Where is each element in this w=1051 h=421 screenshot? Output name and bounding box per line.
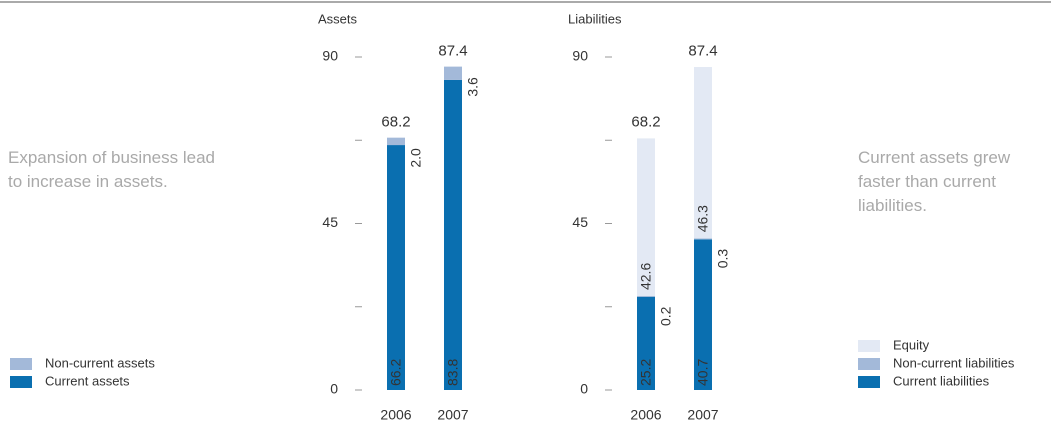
data-label: 0.3 [715,249,731,269]
y-tick-label: 90 [322,48,338,64]
bar-segment [694,66,712,239]
y-tick-label: 45 [572,214,588,230]
data-label: 0.2 [658,306,674,326]
x-tick-label: 2007 [687,407,718,421]
legend-swatch [10,358,32,370]
bar-segment [694,238,712,240]
legend-label: Current assets [45,373,130,388]
legend-label: Non-current liabilities [893,355,1015,370]
data-label: 42.6 [638,263,654,290]
legend-label: Non-current assets [45,355,155,370]
y-tick-label: 0 [580,381,588,397]
bar-segment [387,137,405,146]
annotation: Current assets grew faster than current … [858,148,1011,215]
y-tick-label: 90 [572,48,588,64]
data-label: 2.0 [408,148,424,168]
data-label: 40.7 [695,359,711,386]
bar-segment [637,296,655,297]
bar-segment [387,145,405,390]
data-label: 83.8 [445,359,461,386]
legend-swatch [858,376,880,388]
bar-segment [637,296,655,390]
data-label: 66.2 [388,359,404,386]
total-label: 68.2 [381,114,410,131]
chart-title: Liabilities [568,11,622,26]
bar-segment [444,79,462,390]
y-tick-label: 45 [322,214,338,230]
legend-label: Current liabilities [893,373,990,388]
total-label: 68.2 [631,114,660,131]
x-tick-label: 2007 [437,407,468,421]
y-tick-label: 0 [330,381,338,397]
data-label: 25.2 [638,359,654,386]
bar-segment [694,239,712,390]
legend-swatch [10,376,32,388]
bar-segment [444,66,462,80]
legend-label: Equity [893,337,930,352]
data-label: 46.3 [695,205,711,232]
legend-swatch [858,358,880,370]
total-label: 87.4 [438,43,467,60]
bar-segment [637,138,655,297]
annotation: Expansion of business lead to increase i… [8,148,215,191]
x-tick-label: 2006 [630,407,661,421]
chart-title: Assets [318,11,358,26]
x-tick-label: 2006 [380,407,411,421]
legend-swatch [858,340,880,352]
total-label: 87.4 [688,43,717,60]
data-label: 3.6 [465,77,481,97]
